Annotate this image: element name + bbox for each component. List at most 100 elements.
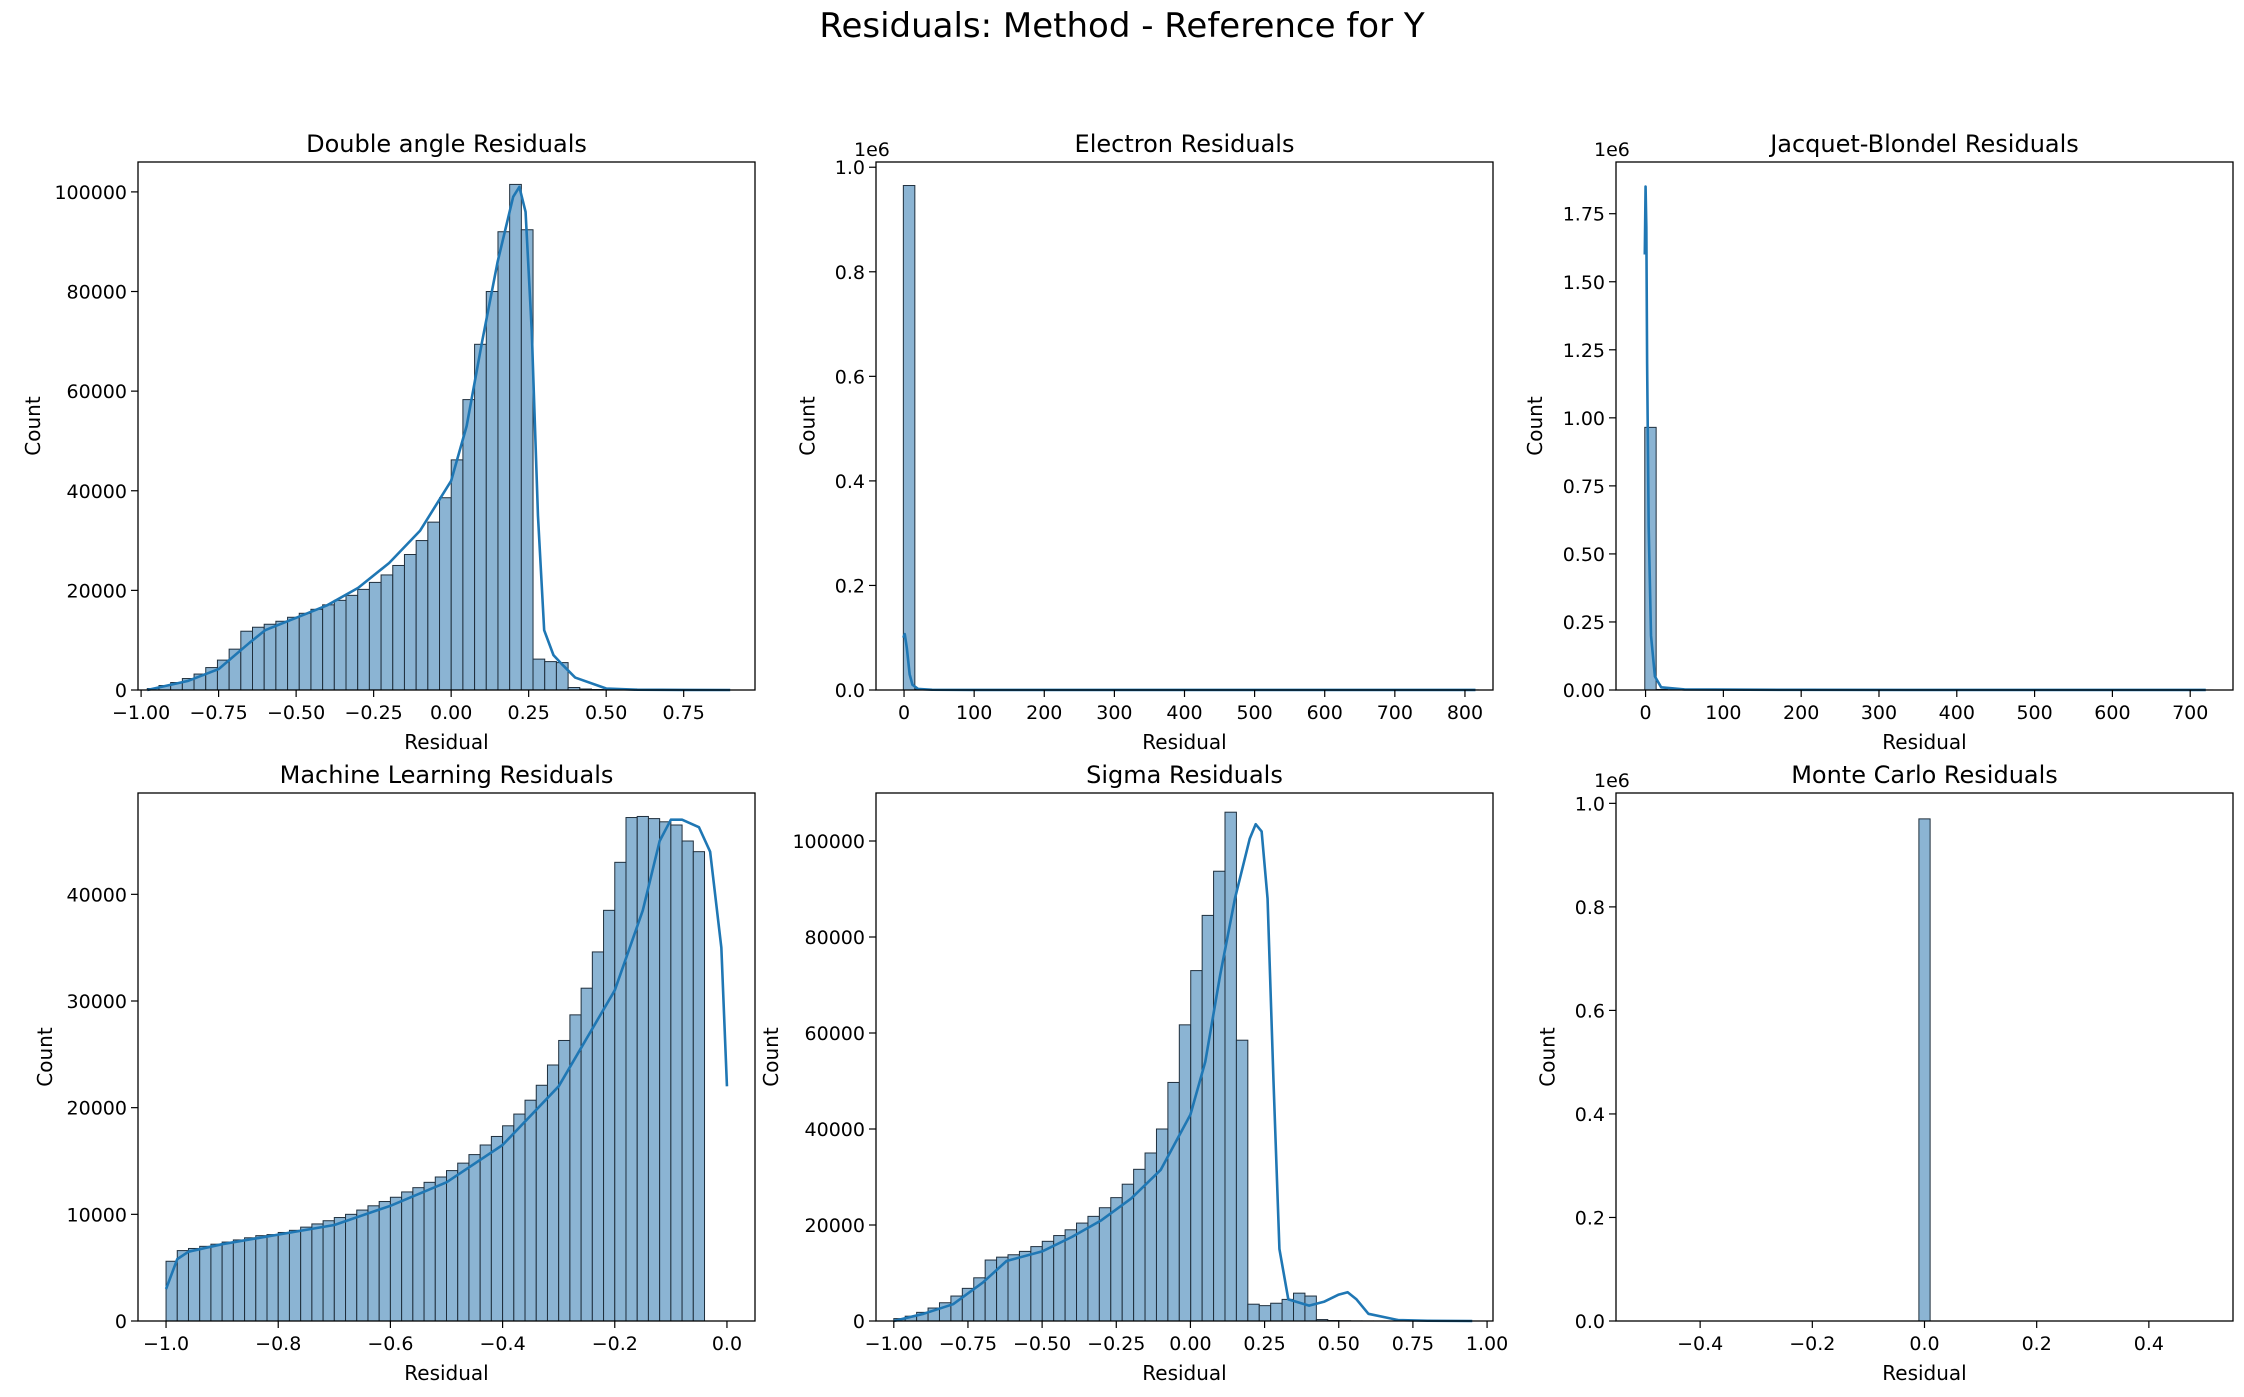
histogram-bar [514,1114,525,1321]
histogram-bar [1236,1040,1247,1321]
y-tick-label: 0 [853,1311,865,1333]
histogram-bar [510,184,522,690]
x-tick-label: 600 [2094,702,2130,724]
histogram-bar [264,624,276,690]
histogram-bar [503,1126,514,1321]
y-axis-label: Count [1535,1027,1559,1087]
histogram-bar [211,1244,222,1321]
histogram-bar [323,1221,334,1321]
x-tick-label: −1.0 [143,1333,189,1355]
histogram-bar [346,595,358,690]
y-tick-label: 0 [115,1311,127,1333]
histogram-bar [498,232,510,690]
histogram-bar [547,1065,558,1321]
x-axis-label: Residual [1882,1361,1966,1385]
histogram-bar [440,498,452,690]
histogram-bar [428,522,440,690]
axis-offset-label: 1e6 [1594,770,1630,792]
histogram-bar [693,852,704,1321]
x-tick-label: 0.50 [1318,1333,1360,1355]
histogram-bar [278,1232,289,1321]
histogram-bar [256,1236,267,1321]
histogram-bar [1282,1299,1293,1321]
x-tick-label: 1.00 [1466,1333,1508,1355]
x-tick-label: 0.4 [2134,1333,2164,1355]
histogram-bar [1042,1241,1053,1321]
histogram-bar [379,1202,390,1321]
histogram-bar [323,605,335,690]
histogram-bar [404,555,416,690]
y-tick-label: 40000 [67,884,127,906]
histogram-bar [1305,1296,1316,1321]
y-axis-label: Count [33,1027,57,1087]
histogram-bar [1054,1236,1065,1321]
subplot-3: 0 100 200 300 400 500 600 700 0.00 0.25 0.50 0.75 1.… [1523,130,2233,754]
y-axis-label: Count [21,396,45,456]
histogram-bar [413,1188,424,1321]
histogram-bar [1191,971,1202,1321]
subplot-4: −1.0 −0.8 −0.6 −0.4 −0.2 0.001000020000300004… [33,761,755,1385]
subplot-title: Electron Residuals [1075,130,1295,158]
y-tick-label: 0.0 [1575,1311,1605,1333]
y-tick-label: 80000 [805,927,865,949]
y-axis-label: Count [759,1027,783,1087]
histogram-bar [288,617,300,690]
y-tick-label: 10000 [67,1204,127,1226]
y-tick-label: 0.8 [1575,897,1605,919]
histogram-bar [545,662,557,690]
x-tick-label: 300 [1096,702,1132,724]
histogram-bar [1031,1247,1042,1321]
x-tick-label: 400 [1166,702,1202,724]
x-tick-label: 200 [1783,702,1819,724]
histogram-bar [491,1136,502,1321]
histogram-bar [1099,1208,1110,1321]
histogram-bar [626,818,637,1321]
subplot-5: −1.00 −0.75 −0.50 −0.25 0.00 0.25 0.50 0.75 1.00… [759,761,1508,1385]
histogram-bar [390,1197,401,1321]
x-tick-label: 600 [1307,702,1343,724]
histogram-bar [1202,915,1213,1321]
x-tick-label: 0.0 [712,1333,742,1355]
x-tick-label: 0.00 [1169,1333,1211,1355]
histogram-bar [1019,1251,1030,1321]
x-tick-label: 0 [898,702,910,724]
histogram-bar [1919,819,1930,1321]
y-tick-label: 0.75 [1563,476,1605,498]
histogram-bar [245,1238,256,1321]
histogram-bar [393,565,405,690]
histogram-bar [1214,871,1225,1321]
x-tick-label: 400 [1939,702,1975,724]
x-tick-label: 0.25 [508,702,550,724]
y-tick-label: 1.00 [1563,408,1605,430]
histogram-bar [233,1240,244,1321]
x-tick-label: −0.4 [1677,1333,1723,1355]
x-tick-label: −0.2 [592,1333,638,1355]
histogram-bar [241,631,253,690]
histogram-bar [451,460,463,690]
x-tick-label: −0.6 [367,1333,413,1355]
x-axis-label: Residual [1142,1361,1226,1385]
y-tick-label: 0.2 [1575,1207,1605,1229]
histogram-bar [166,1261,177,1321]
x-tick-label: −1.00 [865,1333,923,1355]
histogram-bar [346,1214,357,1321]
x-tick-label: 100 [1705,702,1741,724]
x-tick-label: 800 [1447,702,1483,724]
x-tick-label: 0.50 [585,702,627,724]
axis-offset-label: 1e6 [854,139,890,161]
x-tick-label: −0.4 [480,1333,526,1355]
histogram-bar [435,1177,446,1321]
x-tick-label: −0.50 [1013,1333,1071,1355]
x-tick-label: 700 [2172,702,2208,724]
x-axis-label: Residual [404,1361,488,1385]
histogram-bar [604,910,615,1321]
subplot-title: Double angle Residuals [306,130,587,158]
histogram-bar [358,589,370,690]
histogram-bar [312,1224,323,1321]
histogram-bar [416,541,428,690]
y-tick-label: 20000 [805,1215,865,1237]
y-tick-label: 0 [115,680,127,702]
x-tick-label: 0.75 [663,702,705,724]
histogram-bar [267,1235,278,1321]
